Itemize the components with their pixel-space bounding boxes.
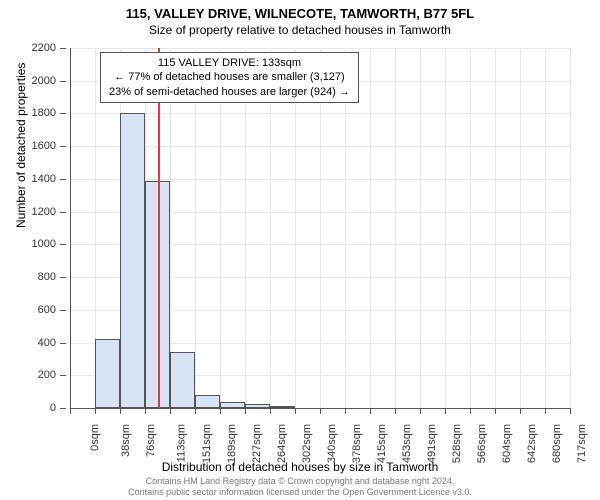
y-tick	[60, 81, 66, 82]
x-tick-label: 642sqm	[526, 424, 538, 463]
y-tick-label: 0	[50, 402, 56, 414]
x-tick-label: 378sqm	[351, 424, 363, 463]
y-tick	[60, 212, 66, 213]
grid-line	[420, 48, 421, 408]
x-tick-label: 566sqm	[476, 424, 488, 463]
callout-line: 115 VALLEY DRIVE: 133sqm	[109, 56, 350, 70]
x-tick-label: 528sqm	[451, 424, 463, 463]
x-tick-label: 151sqm	[201, 424, 213, 463]
x-tick-label: 604sqm	[501, 424, 513, 463]
x-tick-label: 680sqm	[551, 424, 563, 463]
chart-title: 115, VALLEY DRIVE, WILNECOTE, TAMWORTH, …	[0, 0, 600, 21]
callout-line: 23% of semi-detached houses are larger (…	[109, 85, 350, 99]
y-tick-label: 1000	[32, 238, 56, 250]
grid-line	[395, 48, 396, 408]
y-tick-label: 2000	[32, 75, 56, 87]
footer: Contains HM Land Registry data © Crown c…	[0, 476, 600, 498]
y-tick-label: 200	[38, 369, 56, 381]
x-tick-label: 76sqm	[145, 424, 157, 457]
grid-line	[470, 48, 471, 408]
x-tick-label: 0sqm	[89, 424, 101, 451]
x-tick-label: 113sqm	[175, 424, 187, 462]
grid-line	[370, 48, 371, 408]
x-tick-label: 717sqm	[576, 424, 588, 463]
chart-subtitle: Size of property relative to detached ho…	[0, 21, 600, 37]
y-tick	[60, 375, 66, 376]
y-tick	[60, 343, 66, 344]
y-tick	[60, 310, 66, 311]
x-tick-label: 453sqm	[401, 424, 413, 463]
y-tick	[60, 48, 66, 49]
callout-box: 115 VALLEY DRIVE: 133sqm← 77% of detache…	[100, 52, 359, 103]
y-axis-line	[70, 48, 71, 408]
x-axis-title: Distribution of detached houses by size …	[0, 460, 600, 474]
y-tick	[60, 244, 66, 245]
x-tick-label: 264sqm	[276, 424, 288, 463]
grid-line	[570, 48, 571, 408]
y-tick	[60, 179, 66, 180]
y-tick	[60, 146, 66, 147]
histogram-bar	[195, 395, 220, 408]
footer-line-2: Contains public sector information licen…	[0, 487, 600, 498]
grid-line	[545, 48, 546, 408]
y-tick-label: 600	[38, 304, 56, 316]
x-tick	[570, 408, 571, 414]
y-tick	[60, 113, 66, 114]
histogram-bar	[120, 113, 145, 408]
plot-area: 0200400600800100012001400160018002000220…	[70, 48, 570, 408]
x-axis-line	[70, 408, 570, 409]
y-tick-label: 1800	[32, 107, 56, 119]
histogram-bar	[170, 352, 195, 408]
chart-container: 115, VALLEY DRIVE, WILNECOTE, TAMWORTH, …	[0, 0, 600, 500]
footer-line-1: Contains HM Land Registry data © Crown c…	[0, 476, 600, 487]
y-tick	[60, 408, 66, 409]
x-tick-label: 189sqm	[226, 424, 238, 463]
y-tick-label: 800	[38, 271, 56, 283]
x-tick-label: 340sqm	[326, 424, 338, 463]
x-tick-label: 302sqm	[301, 424, 313, 463]
x-tick-label: 38sqm	[120, 424, 132, 457]
x-tick-label: 227sqm	[251, 424, 263, 463]
y-tick-label: 400	[38, 337, 56, 349]
y-tick-label: 1200	[32, 206, 56, 218]
y-tick-label: 2200	[32, 42, 56, 54]
histogram-bar	[95, 339, 120, 408]
x-tick-label: 415sqm	[376, 424, 388, 463]
grid-line	[445, 48, 446, 408]
grid-line	[495, 48, 496, 408]
y-tick-label: 1600	[32, 140, 56, 152]
x-tick-label: 491sqm	[426, 424, 438, 463]
y-axis-title: Number of detached properties	[14, 63, 28, 228]
y-tick	[60, 277, 66, 278]
grid-line	[520, 48, 521, 408]
y-tick-label: 1400	[32, 173, 56, 185]
callout-line: ← 77% of detached houses are smaller (3,…	[109, 70, 350, 84]
